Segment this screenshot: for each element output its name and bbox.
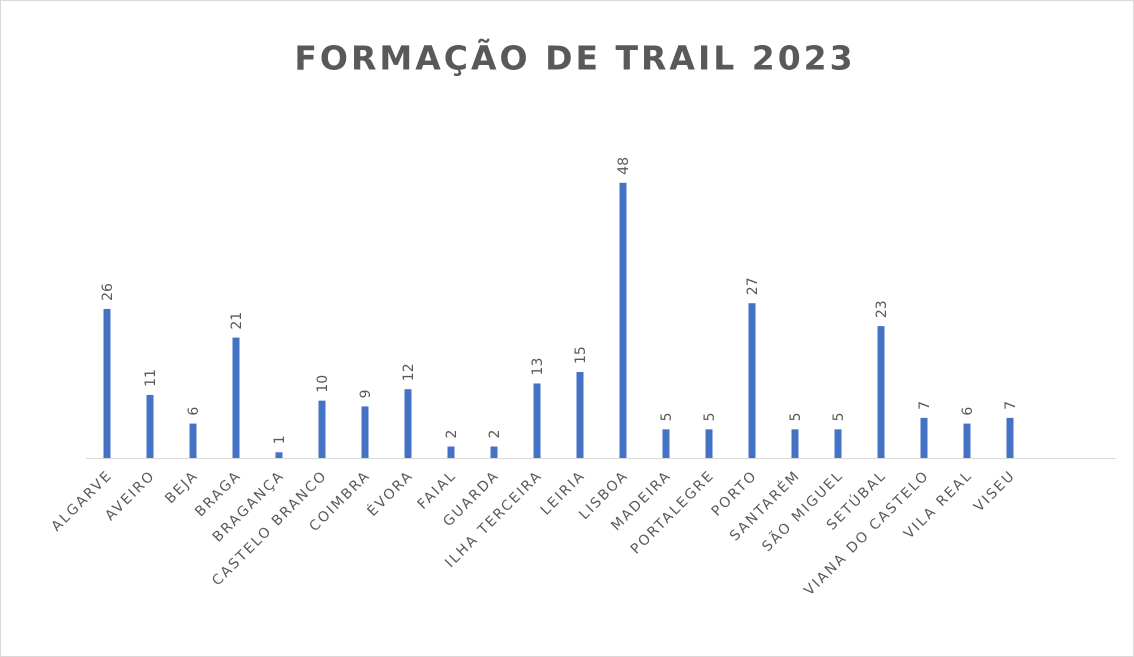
bar <box>1006 417 1014 458</box>
data-label: 15 <box>573 346 589 364</box>
bar <box>662 429 670 458</box>
data-label: 1 <box>272 435 288 444</box>
data-label: 7 <box>1003 401 1019 410</box>
data-label: 21 <box>229 312 245 330</box>
bar <box>490 446 498 458</box>
data-label: 5 <box>788 412 804 421</box>
data-label: 6 <box>186 407 202 416</box>
data-label: 5 <box>659 412 675 421</box>
bar <box>318 400 326 458</box>
data-label: 23 <box>874 300 890 318</box>
data-label: 48 <box>616 157 632 175</box>
bar <box>619 182 627 459</box>
bar <box>275 452 283 458</box>
bar <box>705 429 713 458</box>
bar <box>189 423 197 458</box>
data-label: 13 <box>530 358 546 376</box>
data-label: 9 <box>358 389 374 398</box>
bar <box>748 303 756 458</box>
bar <box>361 406 369 458</box>
bar <box>791 429 799 458</box>
data-label: 5 <box>831 412 847 421</box>
data-label: 26 <box>100 283 116 301</box>
data-label: 11 <box>143 369 159 387</box>
data-label: 10 <box>315 375 331 393</box>
data-label: 6 <box>960 407 976 416</box>
chart-title: FORMAÇÃO DE TRAIL 2023 <box>294 38 855 78</box>
data-label: 7 <box>917 401 933 410</box>
bar <box>404 389 412 458</box>
bar <box>232 337 240 458</box>
data-label: 2 <box>444 430 460 439</box>
bar <box>533 383 541 458</box>
bar <box>576 372 584 458</box>
data-label: 27 <box>745 277 761 295</box>
data-label: 12 <box>401 363 417 381</box>
data-label: 2 <box>487 430 503 439</box>
data-label: 5 <box>702 412 718 421</box>
bar <box>877 326 885 458</box>
bar <box>834 429 842 458</box>
bar <box>447 446 455 458</box>
bar <box>103 308 111 458</box>
bar <box>146 394 154 458</box>
bar <box>963 423 971 458</box>
bar <box>920 417 928 458</box>
